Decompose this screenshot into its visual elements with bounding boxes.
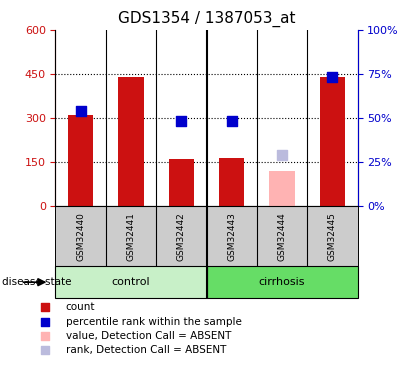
- Point: [178, 118, 185, 124]
- Bar: [106, 206, 156, 266]
- Point: [229, 118, 235, 124]
- Bar: [307, 206, 358, 266]
- Title: GDS1354 / 1387053_at: GDS1354 / 1387053_at: [118, 11, 295, 27]
- Bar: [169, 159, 194, 206]
- Point: [329, 74, 336, 80]
- Point: [42, 347, 48, 353]
- Bar: [257, 206, 307, 266]
- Point: [42, 318, 48, 324]
- Point: [77, 108, 84, 114]
- Text: GSM32441: GSM32441: [127, 212, 136, 261]
- Text: GSM32444: GSM32444: [277, 212, 286, 261]
- Point: [42, 333, 48, 339]
- Text: cirrhosis: cirrhosis: [259, 277, 305, 287]
- Point: [279, 152, 285, 158]
- Bar: [55, 266, 206, 298]
- Text: count: count: [66, 302, 95, 312]
- Bar: [55, 206, 106, 266]
- Bar: [270, 171, 295, 206]
- Bar: [156, 206, 206, 266]
- Bar: [320, 77, 345, 206]
- Text: percentile rank within the sample: percentile rank within the sample: [66, 316, 242, 327]
- Text: disease state: disease state: [2, 277, 72, 287]
- Text: control: control: [112, 277, 150, 287]
- Text: GSM32445: GSM32445: [328, 212, 337, 261]
- Bar: [206, 266, 358, 298]
- Text: GSM32443: GSM32443: [227, 212, 236, 261]
- Bar: [118, 77, 143, 206]
- Text: rank, Detection Call = ABSENT: rank, Detection Call = ABSENT: [66, 345, 226, 355]
- Text: value, Detection Call = ABSENT: value, Detection Call = ABSENT: [66, 331, 231, 341]
- Bar: [68, 115, 93, 206]
- Text: GSM32440: GSM32440: [76, 212, 85, 261]
- Bar: [206, 206, 257, 266]
- Bar: [219, 158, 244, 206]
- Text: GSM32442: GSM32442: [177, 212, 186, 261]
- Point: [42, 304, 48, 310]
